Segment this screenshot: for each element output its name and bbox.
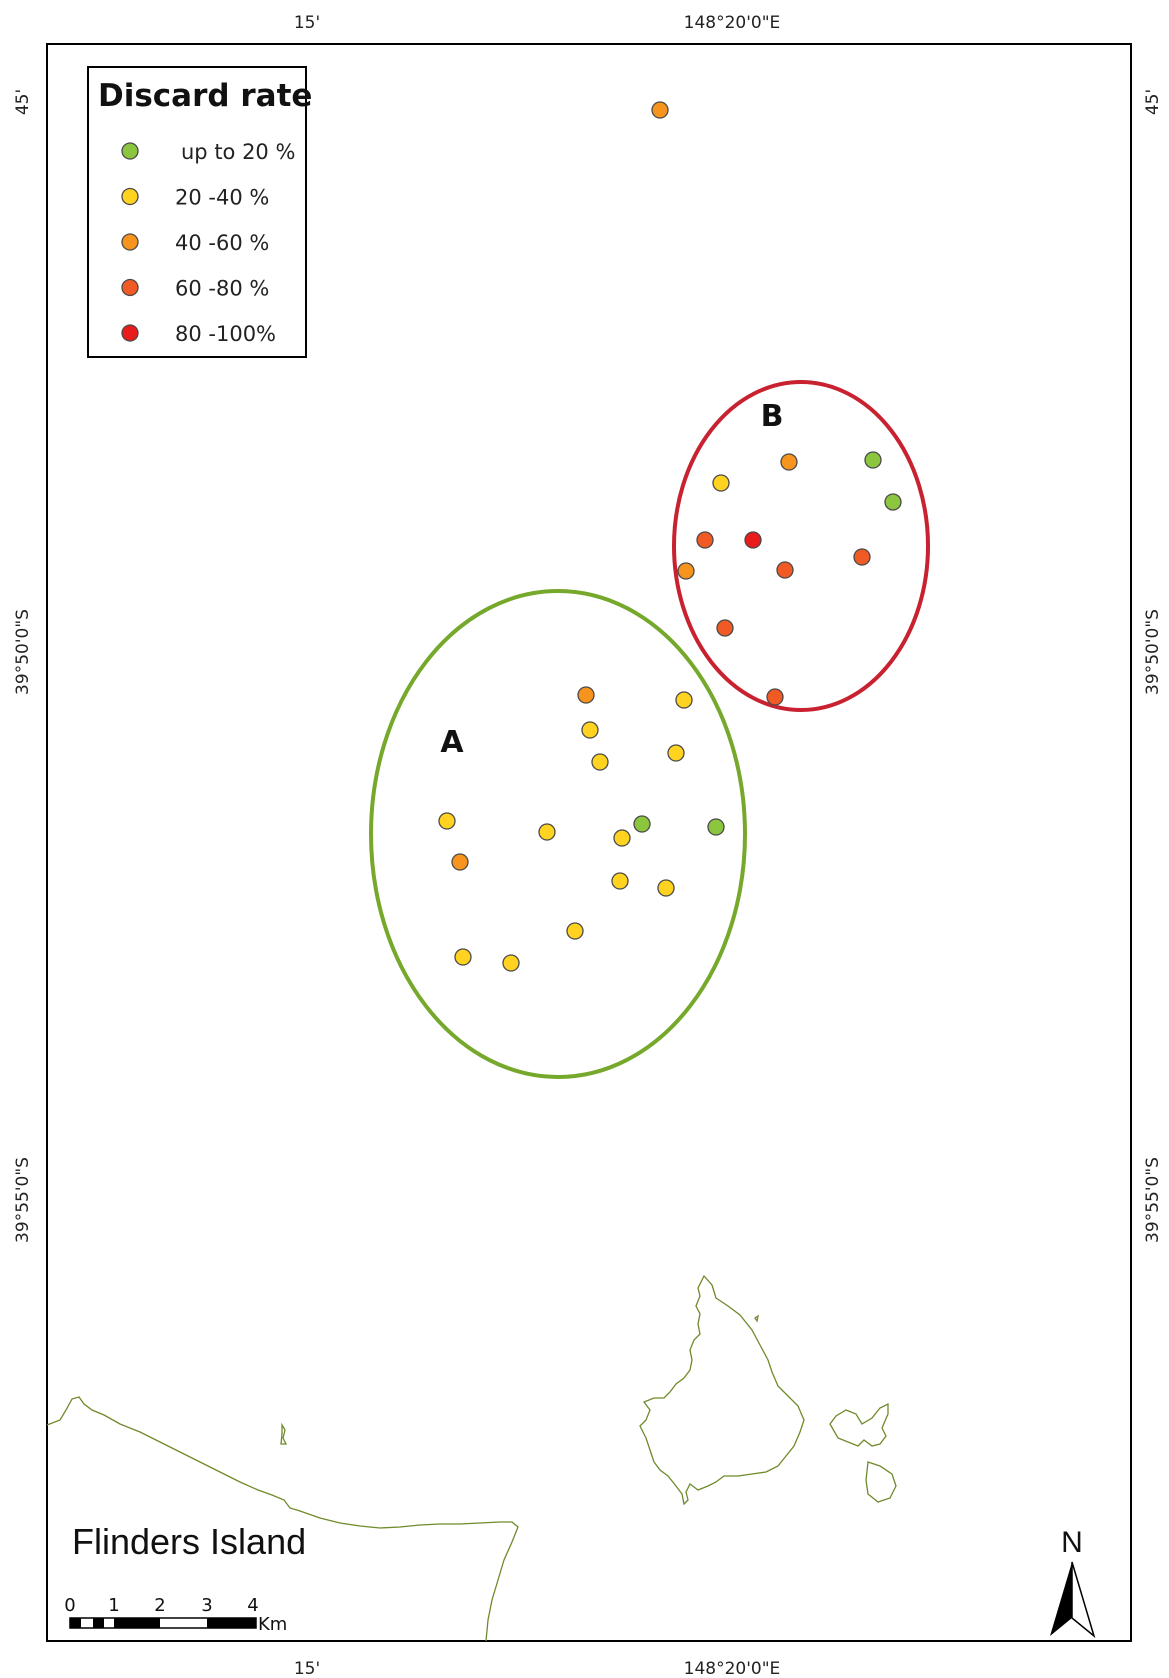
scale-segments xyxy=(70,1618,256,1628)
sample-point xyxy=(667,744,685,762)
cluster-b-label: B xyxy=(761,399,784,434)
left-tick-39-55: 39°55'0"S xyxy=(13,1157,33,1243)
sample-points xyxy=(438,101,902,972)
sample-point xyxy=(451,853,469,871)
north-arrow-left-half xyxy=(1050,1562,1072,1636)
sample-point xyxy=(454,948,472,966)
right-tick-39-50: 39°50'0"S xyxy=(1143,609,1163,695)
sample-point xyxy=(712,474,730,492)
sample-point xyxy=(864,451,882,469)
cluster-a-label: A xyxy=(440,725,464,760)
scale-label-0: 0 xyxy=(64,1595,75,1616)
sample-point xyxy=(438,812,456,830)
north-arrow-right-half xyxy=(1071,1561,1096,1639)
legend-items: up to 20 % 20 -40 % 40 -60 % 60 -80 % 80 -10… xyxy=(121,140,295,346)
sample-point xyxy=(675,691,693,709)
top-tick-15: 15' xyxy=(294,13,320,33)
islet-coastline xyxy=(829,1402,889,1447)
sample-point xyxy=(853,548,871,566)
top-tick-148-20: 148°20'0"E xyxy=(684,13,781,33)
sample-point xyxy=(538,823,556,841)
sample-point xyxy=(677,562,695,580)
legend-swatch-2 xyxy=(121,233,139,251)
right-tick-45: 45' xyxy=(1143,89,1163,115)
sample-point xyxy=(613,829,631,847)
sample-point xyxy=(707,818,725,836)
sample-point xyxy=(566,922,584,940)
sample-point xyxy=(776,561,794,579)
bottom-tick-15: 15' xyxy=(294,1659,320,1678)
legend-label-4: 80 -100% xyxy=(175,322,276,346)
islet-coastline xyxy=(280,1422,288,1445)
legend-swatch-3 xyxy=(121,278,139,297)
mainland-coastline xyxy=(46,1396,519,1642)
scale-label-4: 4 xyxy=(247,1595,258,1616)
scale-labels: 0 1 2 3 4 xyxy=(64,1595,258,1616)
scale-segment-3 xyxy=(207,1618,256,1628)
sample-point xyxy=(716,619,734,637)
island-coastline xyxy=(639,1274,805,1506)
left-tick-39-50: 39°50'0"S xyxy=(13,609,33,695)
cluster-b-boundary xyxy=(672,380,930,712)
sample-point xyxy=(744,531,762,549)
bottom-tick-148-20: 148°20'0"E xyxy=(684,1659,781,1678)
sample-point xyxy=(611,872,629,890)
cluster-a-boundary xyxy=(369,589,747,1079)
sample-point xyxy=(581,721,599,739)
sample-point xyxy=(577,686,595,704)
north-label: N xyxy=(1061,1526,1083,1559)
scale-segment-0 xyxy=(70,1618,81,1628)
legend-title: Discard rate xyxy=(98,78,312,114)
legend-box xyxy=(87,66,307,358)
legend-label-0: up to 20 % xyxy=(181,140,295,164)
sample-point xyxy=(766,688,784,706)
islet-coastline xyxy=(754,1314,759,1323)
scale-label-2: 2 xyxy=(154,1595,165,1616)
place-label: Flinders Island xyxy=(72,1521,306,1562)
islet-coastline xyxy=(865,1461,897,1503)
legend-label-2: 40 -60 % xyxy=(175,231,269,255)
legend-swatch-1 xyxy=(121,187,139,206)
sample-point xyxy=(651,101,669,119)
sample-point xyxy=(633,815,651,833)
legend: Discard rate up to 20 % 20 -40 % 40 -60 % 6… xyxy=(87,66,312,358)
right-tick-39-55: 39°55'0"S xyxy=(1143,1157,1163,1243)
sample-point xyxy=(696,531,714,549)
left-tick-45: 45' xyxy=(13,89,33,115)
sample-point xyxy=(657,879,675,897)
scale-segment-2 xyxy=(114,1618,160,1628)
sample-point xyxy=(502,954,520,972)
legend-swatch-4 xyxy=(121,324,139,342)
sample-point xyxy=(884,493,902,511)
sample-point xyxy=(780,453,798,471)
scale-segment-1 xyxy=(93,1618,104,1628)
legend-swatch-0 xyxy=(121,142,139,160)
scale-unit: Km xyxy=(258,1614,287,1635)
scale-label-3: 3 xyxy=(201,1595,212,1616)
sample-point xyxy=(591,753,609,771)
scale-label-1: 1 xyxy=(108,1595,119,1616)
scale-bar: 0 1 2 3 4 Km xyxy=(64,1595,287,1635)
legend-label-1: 20 -40 % xyxy=(175,186,269,210)
legend-label-3: 60 -80 % xyxy=(175,277,269,301)
north-arrow-icon: N xyxy=(1050,1526,1096,1639)
coastline-layer xyxy=(46,1274,897,1642)
